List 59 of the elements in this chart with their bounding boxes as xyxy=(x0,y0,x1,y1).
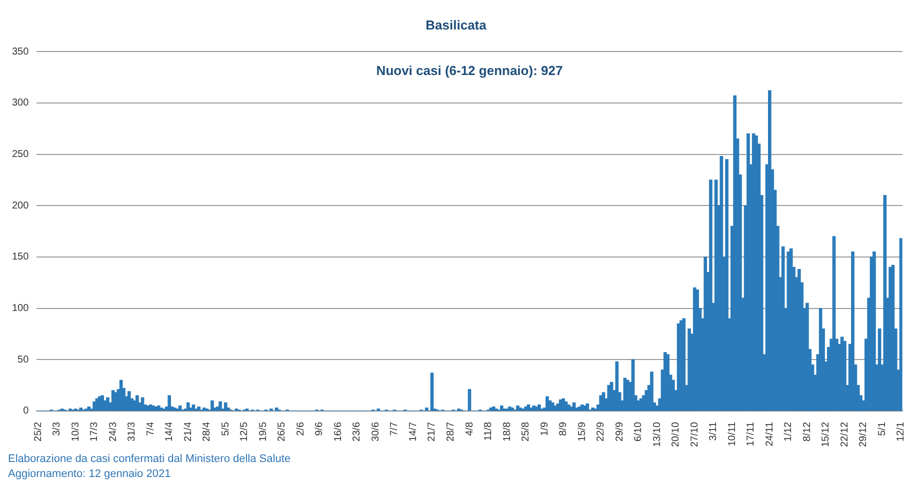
x-tick-label: 10/3 xyxy=(70,422,82,442)
text: Elaborazione da casi confermati dal Ministero della Salute xyxy=(8,452,290,467)
x-tick-label: 22/9 xyxy=(596,422,607,442)
x-tick-label: 20/10 xyxy=(670,422,682,448)
x-tick-label: 17/3 xyxy=(89,422,100,442)
chart-title: Basilicata xyxy=(426,17,488,32)
y-tick-label: 150 xyxy=(12,252,30,263)
y-tick-label: 50 xyxy=(18,354,30,366)
x-tick-label: 12/5 xyxy=(239,422,250,442)
x-tick-label: 14/4 xyxy=(164,422,176,442)
x-tick-label: 5/1 xyxy=(876,422,888,436)
x-tick-label: 15/12 xyxy=(820,422,832,448)
x-tick-label: 24/3 xyxy=(108,422,119,442)
x-tick-label: 28/4 xyxy=(202,422,213,442)
x-tick-label: 26/5 xyxy=(276,422,288,442)
x-tick-label: 23/6 xyxy=(352,422,363,442)
x-tick-label: 22/12 xyxy=(839,422,850,448)
x-tick-label: 15/9 xyxy=(576,422,588,442)
x-tick-label: 10/11 xyxy=(726,422,738,446)
x-tick-label: 3/3 xyxy=(52,422,63,436)
x-tick-label: 8/12 xyxy=(802,422,813,442)
x-tick-label: 25/8 xyxy=(520,422,532,442)
y-tick-label: 0 xyxy=(23,406,30,417)
x-tick-label: 31/3 xyxy=(126,422,138,442)
y-tick-label: 250 xyxy=(12,149,30,160)
x-tick-label: 1/12 xyxy=(783,422,794,442)
x-tick-label: 21/4 xyxy=(182,422,194,442)
x-tick-label: 3/11 xyxy=(708,422,720,441)
x-tick-label: 7/7 xyxy=(389,422,400,436)
x-tick-label: 18/8 xyxy=(502,422,513,442)
x-tick-label: 28/7 xyxy=(445,422,456,442)
y-tick-label: 200 xyxy=(12,200,30,212)
x-tick-label: 14/7 xyxy=(408,422,419,442)
x-tick-label: 24/11 xyxy=(764,422,776,446)
x-tick-label: 19/5 xyxy=(258,422,269,442)
x-tick-label: 30/6 xyxy=(370,422,382,442)
y-tick-label: 300 xyxy=(12,98,30,109)
x-tick-label: 11/8 xyxy=(483,422,494,441)
x-tick-label: 5/5 xyxy=(220,422,232,436)
x-tick-label: 7/4 xyxy=(145,422,156,436)
x-tick-label: 16/6 xyxy=(332,422,344,442)
text: Aggiornamento: 12 gennaio 2021 xyxy=(8,467,172,482)
x-tick-label: 4/8 xyxy=(464,422,476,436)
x-tick-label: 8/9 xyxy=(558,422,570,436)
x-tick-label: 29/9 xyxy=(614,422,626,442)
x-tick-label: 25/2 xyxy=(32,422,44,442)
x-tick-label: 29/12 xyxy=(858,422,870,448)
x-tick-label: 6/10 xyxy=(633,422,644,442)
x-tick-label: 2/6 xyxy=(295,422,306,436)
x-tick-label: 21/7 xyxy=(426,422,438,442)
x-tick-label: 13/10 xyxy=(652,422,663,448)
x-tick-label: 12/1 xyxy=(896,422,907,442)
annotation: Nuovi casi (6-12 gennaio): 927 xyxy=(376,63,563,78)
x-tick-label: 9/6 xyxy=(314,422,326,436)
x-tick-label: 1/9 xyxy=(539,422,550,436)
x-tick-label: 27/10 xyxy=(689,422,700,448)
y-tick-label: 100 xyxy=(12,303,30,314)
y-tick-label: 350 xyxy=(12,46,30,58)
x-tick-label: 17/11 xyxy=(746,422,757,446)
